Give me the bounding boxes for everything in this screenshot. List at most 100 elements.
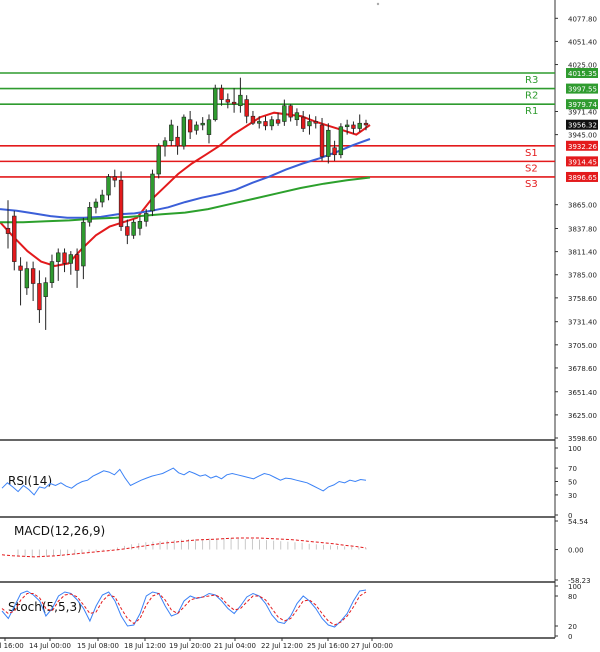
rsi-tick-label: 30 — [568, 492, 577, 500]
candle-body — [169, 124, 174, 142]
level-value-text: 3997.55 — [568, 86, 597, 94]
time-tick-label: 15 Jul 08:00 — [77, 642, 119, 650]
candle-body — [156, 145, 161, 175]
candle-body — [288, 105, 293, 118]
current-price-box — [566, 119, 598, 130]
price-tick-label: 3625.00 — [568, 412, 597, 420]
candle-body — [131, 221, 136, 236]
price-tick-label: 3945.00 — [568, 132, 597, 140]
candle-body — [181, 116, 187, 147]
stoch-k-line — [1, 589, 367, 628]
candle-body — [24, 268, 30, 289]
candle-body — [106, 176, 111, 196]
level-value-box — [566, 156, 598, 167]
level-value-box — [566, 83, 598, 94]
level-label-s3: S3 — [525, 179, 538, 190]
candle-body — [93, 201, 99, 208]
moving-averages — [0, 111, 371, 268]
level-label-s1: S1 — [525, 148, 538, 159]
candle-body — [219, 87, 224, 100]
stoch-tick-label: 80 — [568, 593, 577, 601]
candle-body — [263, 121, 268, 127]
level-value-text: 4015.35 — [568, 70, 597, 78]
candle-body — [238, 94, 243, 107]
rsi-tick-label: 50 — [568, 479, 577, 487]
time-tick-label: 14 Jul 00:00 — [29, 642, 71, 650]
candle-body — [74, 254, 80, 271]
rsi-panel: RSI(14) 100 70 50 30 0 — [1, 445, 581, 520]
candle-body — [351, 124, 356, 129]
candle-body — [200, 122, 205, 126]
stoch-d-line — [1, 591, 367, 626]
candle-body — [43, 282, 48, 297]
candle-body — [213, 87, 218, 121]
macd-panel: MACD(12,26,9) 54.54 0.00 -58.23 — [1, 518, 591, 585]
price-tick-label: 4077.80 — [568, 15, 597, 23]
candle-body — [282, 105, 287, 122]
time-tick-label: 19 Jul 20:00 — [169, 642, 211, 650]
candle-body — [250, 115, 256, 124]
candle-body — [12, 215, 17, 262]
price-tick-label: 4025.00 — [568, 62, 597, 70]
price-tick-label: 3811.40 — [568, 249, 597, 257]
price-tick-label: 3651.40 — [568, 389, 597, 397]
rsi-tick-label: 70 — [568, 465, 577, 473]
level-value-text: 3979.74 — [568, 101, 597, 109]
candle-body — [357, 122, 362, 129]
rsi-label: RSI(14) — [8, 474, 52, 488]
candle-body — [150, 173, 155, 212]
candle-body — [30, 268, 36, 284]
candle-body — [81, 221, 86, 267]
time-tick-label: 2 Jul 16:00 — [0, 642, 24, 650]
macd-tick-label: 0.00 — [568, 547, 584, 555]
candle-body — [275, 119, 281, 124]
candle-body — [194, 124, 199, 131]
time-tick-label: 21 Jul 04:00 — [214, 642, 256, 650]
candle-body — [18, 265, 23, 271]
candle-body — [332, 147, 337, 156]
candle-body — [187, 119, 193, 133]
candle-body — [257, 121, 262, 124]
candle-body — [269, 119, 274, 127]
level-value-box — [566, 140, 598, 151]
price-tick-label: 3758.60 — [568, 295, 597, 303]
scroll-indicator-dot — [376, 2, 380, 6]
price-tick-label: 3731.40 — [568, 319, 597, 327]
candle-body — [62, 252, 67, 264]
candle-body — [319, 124, 325, 157]
time-tick-label: 18 Jul 12:00 — [124, 642, 166, 650]
candle-body — [49, 261, 55, 283]
candle-body — [225, 99, 231, 103]
time-tick-label: 22 Jul 12:00 — [261, 642, 303, 650]
candle-body — [206, 119, 212, 135]
candle-body — [301, 116, 306, 129]
time-tick-label: 27 Jul 00:00 — [351, 642, 393, 650]
candle-body — [125, 226, 130, 236]
candle-body — [313, 121, 318, 124]
price-tick-label: 3785.00 — [568, 272, 597, 280]
level-value-box — [566, 68, 598, 79]
candle-body — [68, 254, 73, 264]
price-tick-label: 3837.80 — [568, 226, 597, 234]
time-tick-label: 25 Jul 16:00 — [307, 642, 349, 650]
level-value-text: 3896.65 — [568, 174, 597, 182]
macd-label: MACD(12,26,9) — [14, 524, 105, 538]
candle-body — [307, 121, 312, 127]
price-tick-label: 3705.00 — [568, 342, 597, 350]
price-axis: 4077.80 4051.40 4025.00 3971.40 3945.00 3865.… — [555, 15, 597, 443]
level-label-r1: R1 — [525, 106, 538, 117]
candle-body — [294, 112, 300, 121]
candle-body — [112, 176, 117, 181]
candle-body — [363, 122, 369, 126]
stoch-tick-label: 100 — [568, 583, 581, 591]
price-tick-label: 3598.60 — [568, 435, 597, 443]
candle-body — [231, 101, 237, 105]
rsi-tick-label: 0 — [568, 512, 572, 520]
candle-body — [137, 221, 143, 229]
time-axis: 2 Jul 16:00 14 Jul 00:00 15 Jul 08:00 18 Ju… — [0, 638, 393, 650]
level-label-s2: S2 — [525, 163, 538, 174]
candle-body — [87, 207, 92, 223]
level-value-box — [566, 171, 598, 182]
